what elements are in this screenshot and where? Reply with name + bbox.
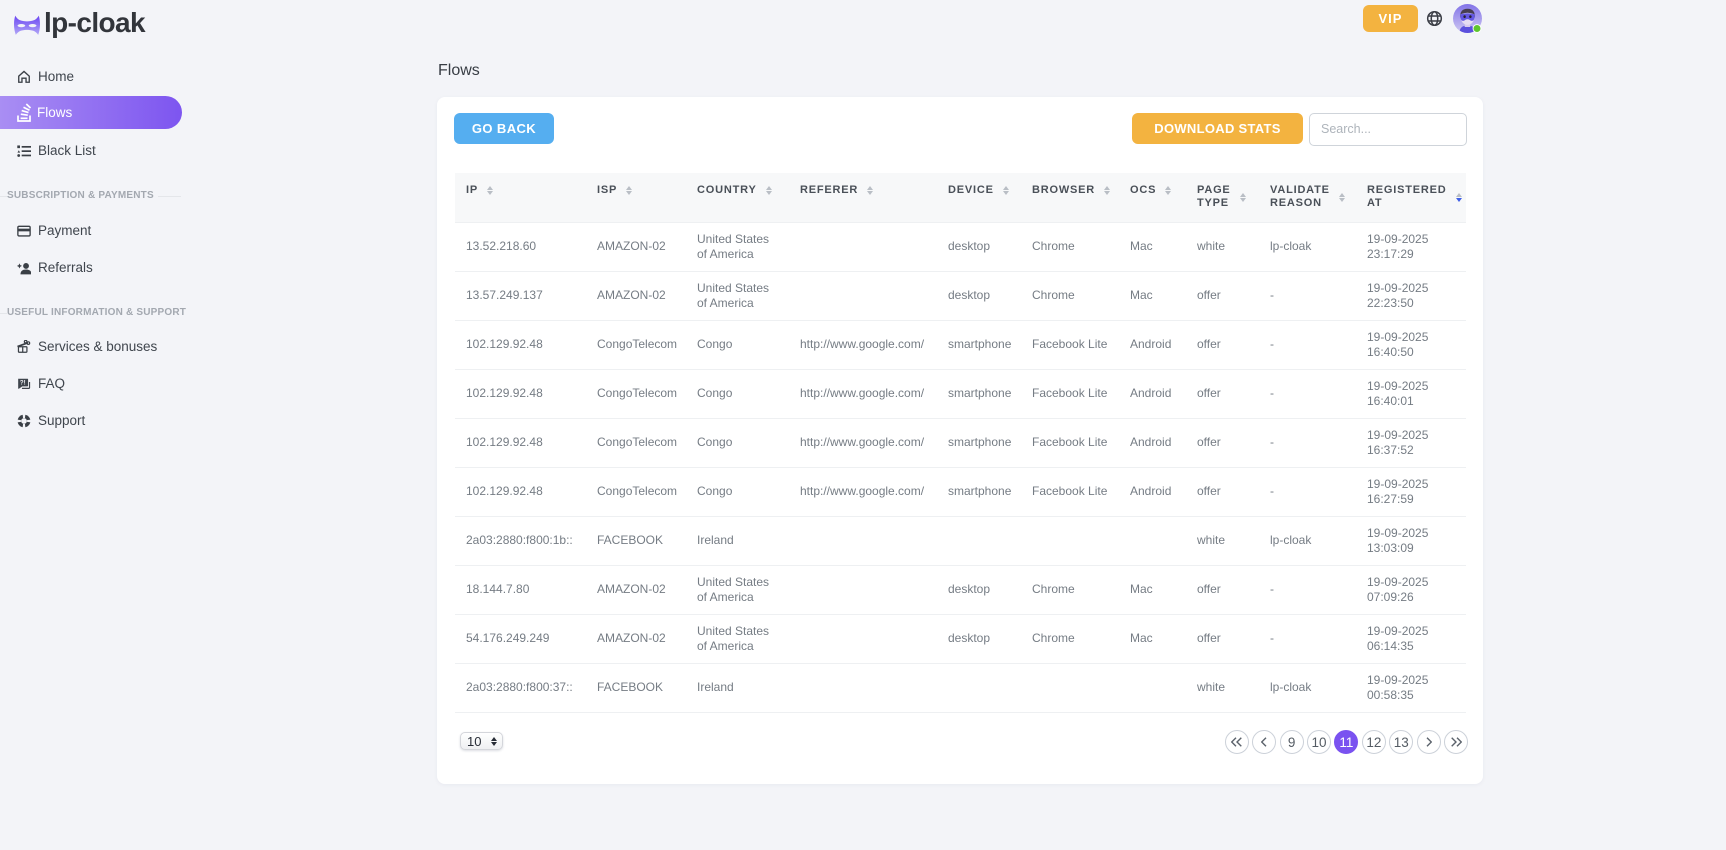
svg-text:?!: ?! bbox=[20, 379, 26, 386]
